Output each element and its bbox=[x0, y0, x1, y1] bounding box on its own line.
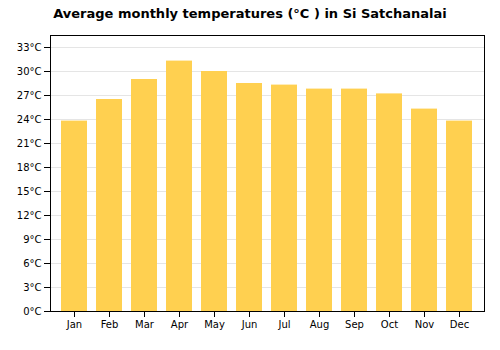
svg-text:Jul: Jul bbox=[277, 319, 290, 330]
svg-text:Jan: Jan bbox=[66, 319, 82, 330]
svg-text:Dec: Dec bbox=[450, 319, 469, 330]
svg-text:21°C: 21°C bbox=[17, 138, 42, 149]
svg-text:Nov: Nov bbox=[415, 319, 435, 330]
svg-text:27°C: 27°C bbox=[17, 90, 42, 101]
svg-text:18°C: 18°C bbox=[17, 162, 42, 173]
svg-text:May: May bbox=[204, 319, 225, 330]
svg-text:12°C: 12°C bbox=[17, 210, 42, 221]
svg-text:Mar: Mar bbox=[135, 319, 155, 330]
svg-text:Sep: Sep bbox=[345, 319, 364, 330]
svg-text:33°C: 33°C bbox=[17, 42, 42, 53]
html-text:Average monthly temperatures (: Average monthly temperatures (°C ) in Si… bbox=[53, 6, 447, 21]
svg-text:30°C: 30°C bbox=[17, 66, 42, 77]
svg-text:6°C: 6°C bbox=[23, 258, 41, 269]
svg-text:Oct: Oct bbox=[381, 319, 398, 330]
svg-text:3°C: 3°C bbox=[23, 282, 41, 293]
svg-text:24°C: 24°C bbox=[17, 114, 42, 125]
svg-text:Aug: Aug bbox=[310, 319, 330, 330]
svg-text:0°C: 0°C bbox=[23, 306, 41, 317]
svg-text:Apr: Apr bbox=[171, 319, 189, 330]
svg-text:Jun: Jun bbox=[241, 319, 258, 330]
svg-text:15°C: 15°C bbox=[17, 186, 42, 197]
svg-text:9°C: 9°C bbox=[23, 234, 41, 245]
svg-text:Feb: Feb bbox=[101, 319, 119, 330]
